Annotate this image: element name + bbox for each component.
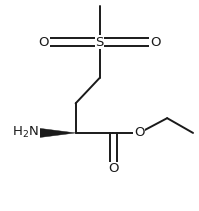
Text: O: O	[134, 126, 144, 139]
Text: O: O	[39, 36, 49, 49]
Text: H$_2$N: H$_2$N	[13, 125, 39, 141]
Polygon shape	[36, 128, 76, 138]
Text: O: O	[150, 36, 160, 49]
Text: O: O	[108, 162, 119, 175]
Text: S: S	[95, 36, 104, 49]
